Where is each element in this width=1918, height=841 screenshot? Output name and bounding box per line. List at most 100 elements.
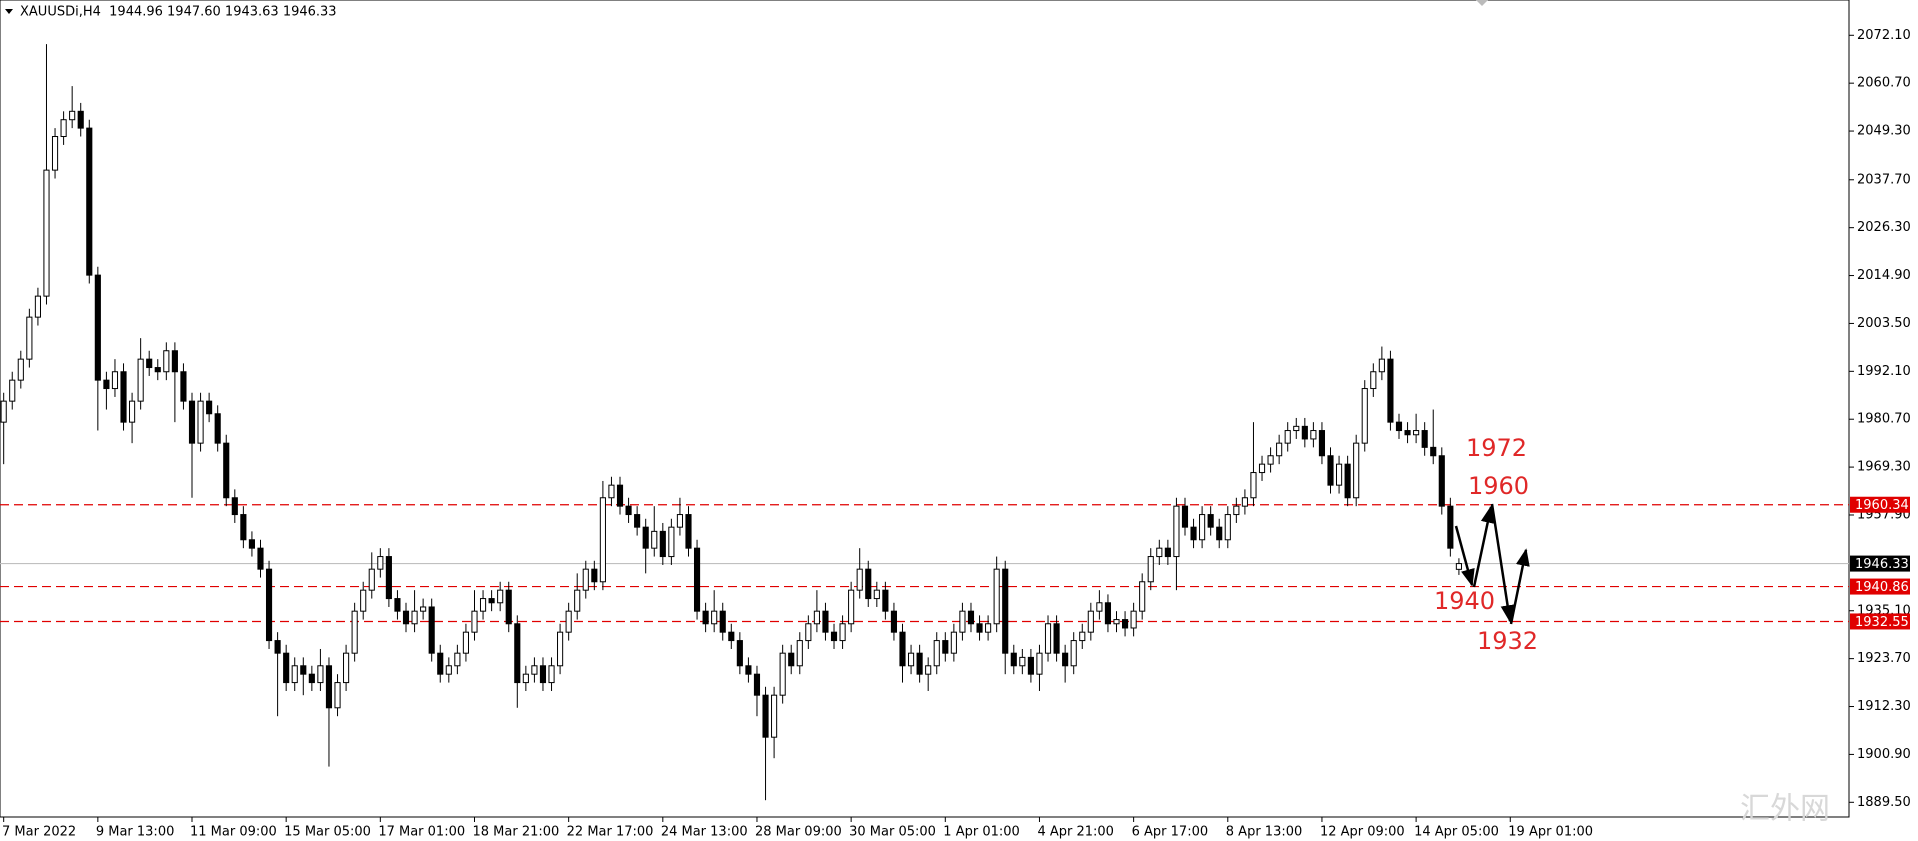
candle-body	[257, 547, 264, 570]
candle-body	[1121, 619, 1129, 629]
candle-body	[1181, 505, 1189, 528]
candle-body	[1395, 421, 1403, 432]
candle-body	[1267, 455, 1274, 465]
candle-body	[762, 694, 769, 738]
y-tick-label: 1969.30	[1857, 460, 1911, 475]
candle-body	[822, 610, 829, 633]
candle-body	[60, 119, 67, 138]
candle-body	[291, 665, 298, 684]
candle-body	[1310, 430, 1317, 440]
candle-body	[848, 589, 855, 625]
candle-body	[308, 673, 315, 684]
forecast-arrow	[1454, 525, 1475, 587]
x-tick-label: 28 Mar 09:00	[755, 825, 842, 840]
candle-body	[1233, 505, 1240, 516]
candle-body	[1438, 455, 1445, 507]
candle-body	[1404, 430, 1411, 436]
x-tick-label: 1 Apr 01:00	[943, 825, 1020, 840]
candle-body	[1190, 526, 1197, 541]
candle-body	[1361, 388, 1368, 444]
candle-body	[1430, 446, 1437, 457]
plot-frame	[0, 0, 1850, 818]
candle-body	[1104, 602, 1112, 625]
candle-body	[1318, 430, 1326, 457]
candle-body	[625, 505, 632, 516]
candle-body	[274, 640, 281, 654]
candle-body	[942, 640, 949, 654]
candle-body	[522, 673, 529, 684]
candle-body	[839, 623, 846, 642]
candle-body	[1344, 463, 1351, 499]
price-label-box	[1850, 496, 1910, 513]
candle-body	[368, 568, 375, 591]
candle-body	[1070, 640, 1077, 667]
candle-body	[343, 652, 350, 684]
x-tick-label: 6 Apr 17:00	[1132, 825, 1209, 840]
candle-body	[728, 631, 735, 642]
price-label: 1940.86	[1855, 580, 1909, 595]
candle-body	[1421, 430, 1428, 448]
candle-body	[1353, 442, 1360, 499]
x-tick-label: 11 Mar 09:00	[190, 825, 277, 840]
y-tick-label: 2072.10	[1857, 28, 1911, 43]
candle-body	[103, 379, 110, 390]
candle-body	[1164, 547, 1171, 558]
candle-body	[830, 631, 838, 642]
candle-body	[171, 350, 178, 373]
candle-body	[805, 623, 812, 642]
x-tick-label: 15 Mar 05:00	[284, 825, 371, 840]
candle-body	[1216, 526, 1223, 541]
candle-body	[779, 652, 786, 696]
candle-body	[111, 371, 119, 390]
candle-body	[1036, 652, 1043, 675]
x-tick-label: 9 Mar 13:00	[96, 825, 175, 840]
candle-body	[565, 610, 572, 633]
candle-body	[1336, 463, 1343, 486]
candle-body	[539, 665, 547, 684]
candle-body	[736, 640, 743, 667]
candle-body	[479, 598, 487, 612]
candle-body	[445, 665, 452, 675]
candle-body	[1387, 358, 1394, 423]
candle-body	[488, 598, 495, 604]
candle-body	[1113, 619, 1120, 625]
candle-body	[240, 514, 247, 541]
candle-body	[223, 442, 230, 499]
annotation: 1932	[1477, 627, 1538, 655]
candle-body	[43, 169, 50, 297]
candle-body	[462, 631, 469, 654]
y-tick-label: 2037.70	[1857, 172, 1911, 187]
candle-body	[976, 623, 983, 633]
candle-body	[651, 530, 658, 549]
candle-body	[325, 665, 333, 709]
candle-body	[94, 274, 101, 381]
candle-body	[1156, 547, 1163, 558]
candle-body	[1293, 425, 1300, 432]
candle-body	[907, 652, 915, 667]
price-label: 1946.33	[1855, 557, 1909, 572]
candle-body	[711, 610, 718, 625]
x-tick-label: 4 Apr 21:00	[1037, 825, 1114, 840]
candle-body	[685, 514, 692, 549]
candle-body	[1087, 610, 1094, 633]
candle-body	[608, 484, 615, 499]
candle-body	[993, 568, 1000, 625]
candle-body	[967, 610, 975, 625]
price-label: 1960.34	[1855, 498, 1909, 513]
candle-body	[129, 400, 136, 423]
annotation: 1972	[1466, 434, 1527, 462]
price-label-box	[1850, 578, 1910, 595]
y-tick-label: 1889.50	[1857, 795, 1911, 810]
candle-body	[214, 413, 221, 444]
candle-body	[771, 694, 778, 738]
y-tick-label: 2060.70	[1857, 76, 1911, 91]
candle-body	[745, 665, 752, 675]
candle-body	[1301, 425, 1308, 440]
candle-body	[248, 539, 255, 549]
candle-body	[1079, 631, 1086, 642]
candle-body	[1002, 568, 1009, 654]
y-tick-label: 2003.50	[1857, 316, 1911, 331]
candle-body	[77, 110, 84, 129]
candle-body	[0, 400, 7, 423]
candle-body	[1455, 563, 1462, 570]
